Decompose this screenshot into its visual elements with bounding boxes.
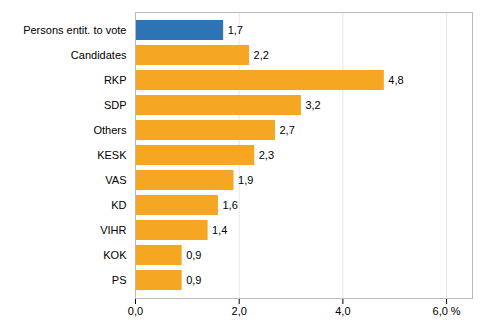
svg-text:VAS: VAS	[105, 174, 126, 186]
svg-text:SDP: SDP	[104, 99, 127, 111]
svg-text:4,8: 4,8	[388, 74, 403, 86]
svg-text:4,0: 4,0	[335, 305, 350, 317]
svg-text:KESK: KESK	[97, 149, 127, 161]
svg-text:2,3: 2,3	[259, 149, 274, 161]
svg-text:6,0 %: 6,0 %	[433, 305, 461, 317]
svg-text:1,9: 1,9	[238, 174, 253, 186]
svg-text:2,0: 2,0	[232, 305, 247, 317]
svg-text:Persons entit. to vote: Persons entit. to vote	[23, 24, 126, 36]
svg-text:0,9: 0,9	[186, 249, 201, 261]
svg-text:2,2: 2,2	[254, 49, 269, 61]
svg-text:KD: KD	[111, 199, 126, 211]
svg-text:2,7: 2,7	[279, 124, 294, 136]
svg-text:1,6: 1,6	[222, 199, 237, 211]
svg-text:PS: PS	[112, 274, 127, 286]
svg-text:KOK: KOK	[103, 249, 127, 261]
svg-text:Candidates: Candidates	[71, 49, 127, 61]
svg-text:VIHR: VIHR	[100, 224, 126, 236]
svg-text:0,0: 0,0	[128, 305, 143, 317]
svg-text:1,7: 1,7	[228, 24, 243, 36]
svg-text:RKP: RKP	[104, 74, 127, 86]
svg-text:0,9: 0,9	[186, 274, 201, 286]
svg-text:3,2: 3,2	[305, 99, 320, 111]
svg-text:1,4: 1,4	[212, 224, 227, 236]
svg-text:Others: Others	[93, 124, 127, 136]
